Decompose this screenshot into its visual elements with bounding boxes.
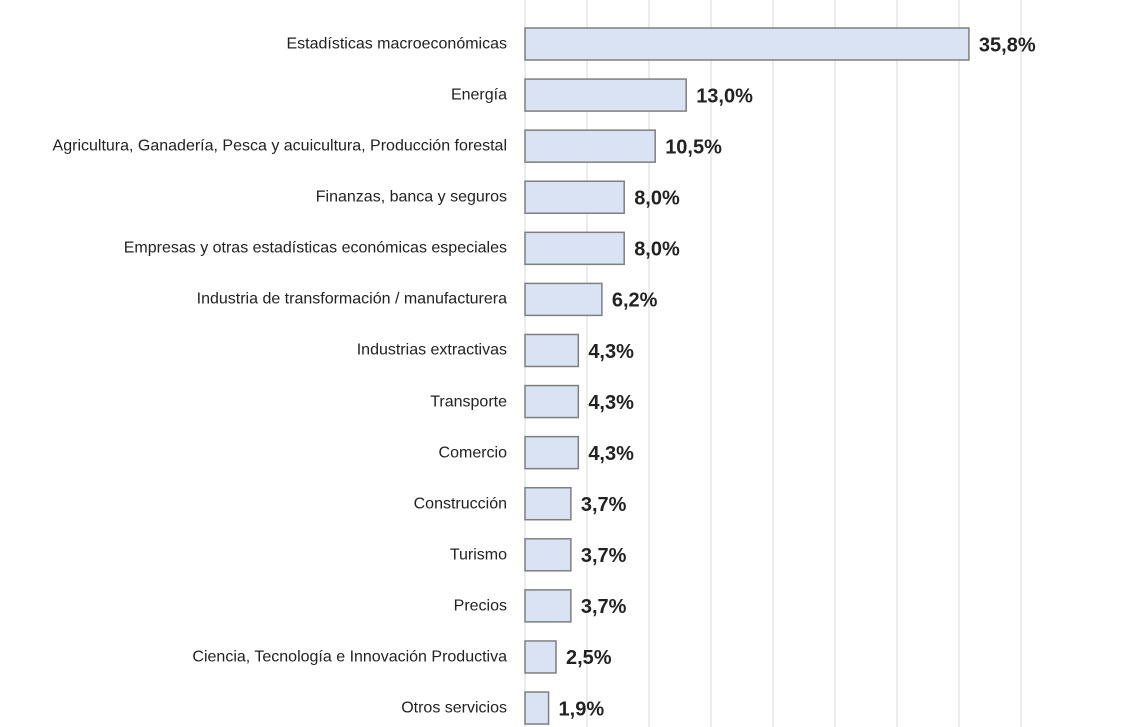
bar [524,333,580,368]
value-label: 2,5% [566,647,612,669]
bar [524,486,572,521]
bar [524,691,550,725]
category-label: Construcción [413,495,507,513]
bar [524,129,656,163]
bar [524,27,970,61]
bar [524,435,580,470]
value-label: 3,7% [581,596,627,618]
category-label: Otros servicios [401,699,507,717]
category-label: Turismo [449,546,507,564]
category-label: Energía [450,86,507,104]
value-label: 13,0% [696,85,753,107]
bar [524,78,687,112]
bar [524,180,625,214]
category-label: Comercio [438,444,507,462]
bar [524,231,625,266]
category-label: Transporte [430,393,507,411]
value-label: 3,7% [581,545,627,567]
value-label: 8,0% [634,239,680,261]
value-label: 4,3% [588,341,634,363]
value-label: 4,3% [588,443,634,465]
value-label: 10,5% [665,136,722,158]
category-label: Precios [453,597,507,615]
value-label: 1,9% [559,698,605,720]
value-label: 3,7% [581,494,627,516]
value-label: 4,3% [588,392,634,414]
bar [524,282,603,317]
bar [524,538,572,572]
bar [524,589,572,623]
category-label: Industria de transformación / manufactur… [196,290,507,308]
value-label: 35,8% [979,34,1036,56]
bar [524,384,580,419]
category-label: Agricultura, Ganadería, Pesca y acuicult… [52,137,507,155]
category-label: Empresas y otras estadísticas económicas… [123,239,507,257]
category-label: Estadísticas macroeconómicas [286,35,507,53]
value-label: 6,2% [612,290,658,312]
value-label: 8,0% [634,188,680,210]
category-label: Ciencia, Tecnología e Innovación Product… [192,648,507,666]
bar [524,640,557,674]
category-label: Finanzas, banca y seguros [315,188,507,206]
category-label: Industrias extractivas [356,341,507,359]
